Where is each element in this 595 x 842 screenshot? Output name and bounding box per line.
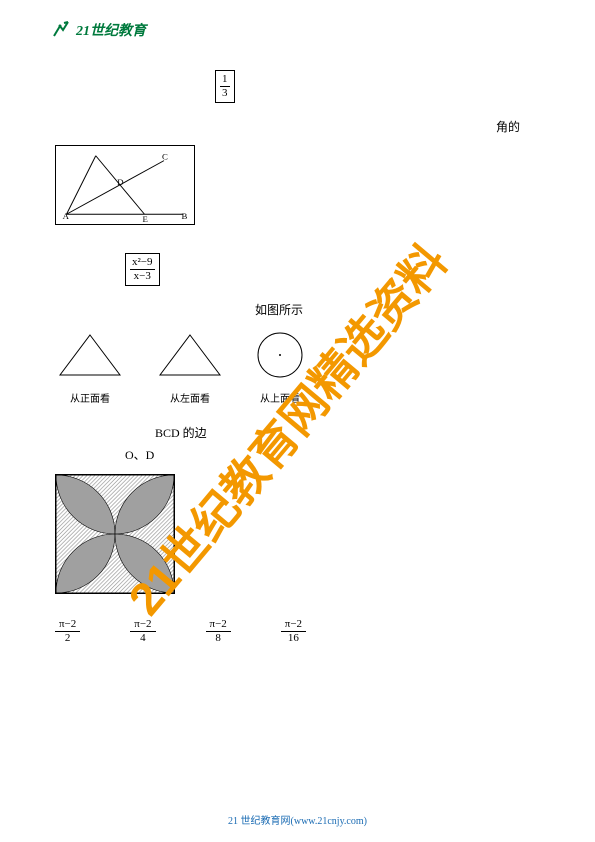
opt-b-bot: 4 [130, 632, 155, 645]
q4-frac-top: 1 [220, 73, 230, 87]
q8-opt-b: π−2 4 [130, 618, 155, 645]
q5-label-D: D [117, 177, 123, 187]
q8-text1: BCD 的边 [155, 426, 207, 440]
opt-d-top: π−2 [281, 618, 306, 632]
q7-left-view: 从左面看 [155, 330, 225, 410]
footer-text: 21 世纪教育网(www.21cnjy.com) [228, 816, 367, 827]
q5-tail-text: 角的 [496, 120, 520, 134]
q6-block: x²−9 x−3 [125, 253, 540, 286]
triangle-icon [55, 330, 125, 380]
q7-top-label: 从上面看 [255, 391, 305, 409]
opt-c-top: π−2 [206, 618, 231, 632]
opt-b-top: π−2 [130, 618, 155, 632]
q8-opt-c: π−2 8 [206, 618, 231, 645]
opt-d-bot: 16 [281, 632, 306, 645]
content-area: 1 3 角的 A B C D E x²−9 x−3 如图所示 [55, 70, 540, 659]
logo-text: 21世纪教育 [76, 20, 146, 40]
q6-fraction: x²−9 x−3 [125, 253, 160, 286]
q8-block: BCD 的边 O、D A D B C π−2 2 [55, 423, 540, 645]
q8-options: π−2 2 π−2 4 π−2 8 π−2 16 [55, 618, 540, 645]
q5-label-B: B [182, 211, 188, 221]
triangle-icon [155, 330, 225, 380]
footer: 21 世纪教育网(www.21cnjy.com) [0, 812, 595, 827]
q7-shapes-row: 从正面看 从左面看 从上面看 [55, 330, 540, 410]
opt-c-bot: 8 [206, 632, 231, 645]
circle-icon [255, 330, 305, 380]
q6-frac-top: x²−9 [130, 256, 155, 270]
q7-front-label: 从正面看 [55, 391, 125, 409]
q7-top-view: 从上面看 [255, 330, 305, 410]
q5-label-C: C [162, 152, 168, 162]
q5-label-A: A [63, 211, 70, 221]
q8-opt-d: π−2 16 [281, 618, 306, 645]
q8-petals-diagram: A D B C [55, 474, 175, 594]
q7-hint: 如图所示 [255, 303, 303, 317]
q8-opt-a: π−2 2 [55, 618, 80, 645]
q5-diagram: A B C D E [55, 145, 195, 225]
q6-frac-bot: x−3 [130, 270, 155, 283]
opt-a-top: π−2 [55, 618, 80, 632]
q7-front-view: 从正面看 [55, 330, 125, 410]
q8-text2: O、D [125, 448, 154, 462]
q5-block: 角的 A B C D E [55, 117, 540, 238]
q4-block: 1 3 [215, 70, 540, 103]
q7-block: 如图所示 从正面看 从左面看 从上面看 [55, 300, 540, 409]
logo: 21世纪教育 [50, 20, 146, 40]
logo-icon [50, 20, 74, 40]
q5-label-E: E [143, 214, 148, 224]
q7-left-label: 从左面看 [155, 391, 225, 409]
q4-fraction: 1 3 [215, 70, 235, 103]
opt-a-bot: 2 [55, 632, 80, 645]
q4-frac-bot: 3 [220, 87, 230, 100]
